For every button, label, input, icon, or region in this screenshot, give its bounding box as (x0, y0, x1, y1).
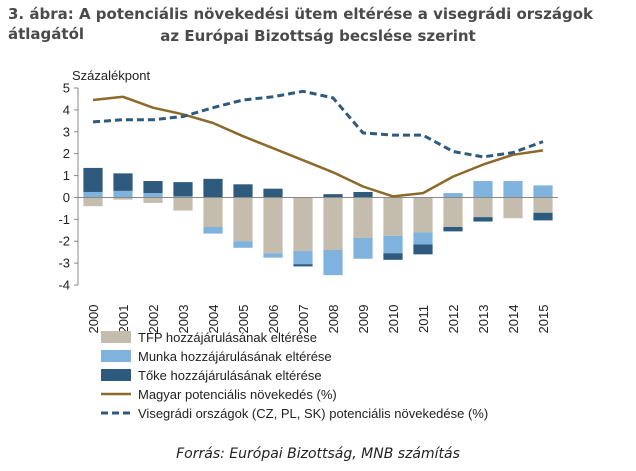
bar-segment (83, 191, 103, 198)
bar-segment (113, 197, 133, 200)
chart-title-line-2: az Európai Bizottság becslése szerint (160, 27, 476, 45)
x-tick-label: 2011 (416, 305, 431, 333)
x-tick-label: 2004 (206, 305, 221, 334)
x-tick-label: 2013 (476, 305, 491, 334)
legend-swatch (101, 331, 131, 343)
y-tick-label: 1 (63, 168, 70, 183)
bar-segment (113, 190, 133, 198)
legend-label: TFP hozzájárulásának eltérése (138, 330, 317, 345)
bar-segment (383, 253, 403, 260)
bar-segment (323, 194, 343, 198)
x-tick-label: 2002 (146, 305, 161, 334)
bar-segment (203, 226, 223, 234)
x-tick-label: 2000 (86, 305, 101, 334)
x-tick-label: 2005 (236, 305, 251, 334)
bar-segment (533, 185, 553, 198)
bar-segment (233, 241, 253, 248)
bar-segment (473, 181, 493, 198)
bar-segment (203, 178, 223, 198)
y-tick-label: -3 (58, 256, 70, 271)
v4-potential-growth-line (92, 89, 544, 159)
bar-segment (443, 193, 463, 198)
x-tick-label: 2003 (176, 305, 191, 334)
bar-segment (503, 197, 523, 219)
bar-segment (173, 182, 193, 197)
bar-segment (143, 197, 163, 203)
bar-segment (263, 188, 283, 198)
bar-segment (173, 197, 193, 211)
x-tick-label: 2007 (296, 305, 311, 334)
bar-segment (383, 197, 403, 236)
bar-segment (413, 244, 433, 255)
chart-title-line-1: 3. ábra: A potenciális növekedési ütem e… (8, 5, 593, 43)
y-tick-label: 0 (63, 190, 70, 205)
x-tick-label: 2012 (446, 305, 461, 334)
y-tick-label: 4 (63, 102, 70, 117)
source-note: Forrás: Európai Bizottság, MNB számítás (176, 446, 460, 462)
bar-segment (323, 249, 343, 276)
bar-segment (533, 197, 553, 213)
x-tick-label: 2010 (386, 305, 401, 334)
y-tick-label: -4 (58, 278, 70, 293)
x-tick-label: 2014 (506, 305, 521, 334)
y-tick-label: 2 (63, 146, 70, 161)
x-tick-label: 2001 (116, 305, 131, 334)
bar-segment (383, 235, 403, 254)
bar-segment (83, 167, 103, 192)
bar-segment (473, 217, 493, 222)
legend-label: Munka hozzájárulásának eltérése (138, 349, 332, 364)
y-axis-label: Százalékpont (72, 68, 150, 83)
bar-segment (293, 264, 313, 267)
y-tick-label: -1 (58, 212, 70, 227)
bar-segment (83, 197, 103, 207)
y-tick-label: 3 (63, 124, 70, 139)
x-tick-label: 2006 (266, 305, 281, 334)
bar-segment (203, 197, 223, 227)
legend-swatch (101, 369, 131, 381)
bar-segment (293, 197, 313, 252)
legend-label: Magyar potenciális növekedés (%) (138, 387, 337, 402)
bar-segment (533, 212, 553, 221)
bar-segment (263, 197, 283, 254)
legend-label: Tőke hozzájárulásának eltérése (138, 368, 322, 383)
hu-potential-growth-line (92, 95, 544, 198)
bar-segment (173, 196, 193, 198)
bar-segment (143, 193, 163, 198)
bar-segment (323, 197, 343, 250)
legend-swatch (101, 350, 131, 362)
x-tick-label: 2015 (536, 305, 551, 334)
bar-segment (443, 226, 463, 232)
bar-segment (353, 237, 373, 259)
bar-segment (353, 197, 373, 238)
bar-segment (263, 253, 283, 258)
bar-segment (113, 173, 133, 191)
bar-segment (233, 184, 253, 198)
bar-segment (233, 197, 253, 242)
bar-segment (443, 197, 463, 227)
legend-label: Visegrádi országok (CZ, PL, SK) potenciá… (138, 406, 488, 421)
bar-segment (143, 181, 163, 194)
y-tick-label: -2 (58, 234, 70, 249)
bar-segment (473, 197, 493, 218)
x-tick-label: 2009 (356, 305, 371, 334)
bar-segment (293, 251, 313, 265)
bar-segment (413, 232, 433, 245)
y-tick-label: 5 (63, 81, 70, 96)
bar-segment (503, 181, 523, 198)
x-tick-label: 2008 (326, 305, 341, 334)
bar-segment (353, 191, 373, 198)
bar-segment (413, 197, 433, 233)
